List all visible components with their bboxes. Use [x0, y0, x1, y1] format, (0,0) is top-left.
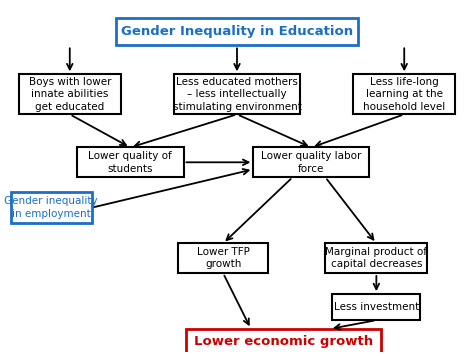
Text: Less investment: Less investment	[334, 302, 419, 312]
FancyBboxPatch shape	[332, 294, 420, 320]
Text: Less educated mothers
– less intellectually
stimulating environment: Less educated mothers – less intellectua…	[173, 77, 301, 112]
FancyBboxPatch shape	[253, 147, 369, 177]
Text: Marginal product of
capital decreases: Marginal product of capital decreases	[325, 247, 428, 269]
Text: Less life-long
learning at the
household level: Less life-long learning at the household…	[363, 77, 446, 112]
Text: Gender Inequality in Education: Gender Inequality in Education	[121, 25, 353, 38]
FancyBboxPatch shape	[18, 74, 121, 114]
FancyBboxPatch shape	[325, 244, 428, 273]
FancyBboxPatch shape	[353, 74, 456, 114]
Text: Gender inequality
in employment: Gender inequality in employment	[4, 197, 98, 219]
FancyBboxPatch shape	[10, 192, 92, 223]
Text: Lower TFP
growth: Lower TFP growth	[197, 247, 249, 269]
FancyBboxPatch shape	[186, 329, 381, 355]
Text: Lower quality of
students: Lower quality of students	[88, 151, 172, 173]
FancyBboxPatch shape	[116, 17, 358, 46]
FancyBboxPatch shape	[174, 74, 300, 114]
FancyBboxPatch shape	[77, 147, 183, 177]
FancyBboxPatch shape	[178, 244, 268, 273]
Text: Boys with lower
innate abilities
get educated: Boys with lower innate abilities get edu…	[28, 77, 111, 112]
Text: Lower quality labor
force: Lower quality labor force	[261, 151, 362, 173]
Text: Lower economic growth: Lower economic growth	[194, 335, 373, 349]
